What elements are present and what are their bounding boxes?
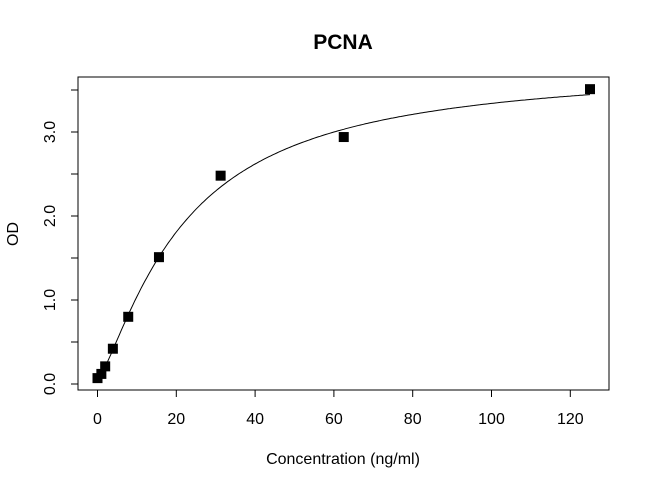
- x-tick-label: 40: [246, 411, 264, 428]
- data-point: [107, 343, 118, 354]
- data-point: [96, 368, 107, 379]
- y-tick-label: 1.0: [42, 289, 59, 311]
- y-axis: 0.0 1.0 2.0 3.0: [42, 89, 78, 395]
- data-point: [338, 132, 349, 143]
- x-tick-label: 120: [557, 411, 584, 428]
- data-point: [100, 361, 111, 372]
- data-points: [92, 84, 595, 384]
- chart-title: PCNA: [313, 31, 373, 54]
- y-tick-label: 0.0: [42, 373, 59, 395]
- x-tick-label: 100: [478, 411, 505, 428]
- x-tick-label: 60: [325, 411, 343, 428]
- fit-curve: [97, 94, 591, 381]
- x-axis: 0 20 40 60 80 100 120: [93, 390, 584, 428]
- plot-frame: [77, 76, 610, 391]
- x-tick-label: 20: [167, 411, 185, 428]
- y-tick-label: 2.0: [42, 205, 59, 227]
- data-point: [215, 170, 226, 181]
- y-axis-label: OD: [5, 222, 22, 246]
- x-axis-label: Concentration (ng/ml): [266, 451, 420, 468]
- x-tick-label: 80: [404, 411, 422, 428]
- x-tick-label: 0: [93, 411, 102, 428]
- data-point: [585, 84, 595, 95]
- data-point: [123, 311, 134, 322]
- y-tick-label: 3.0: [42, 121, 59, 143]
- data-point: [153, 252, 164, 263]
